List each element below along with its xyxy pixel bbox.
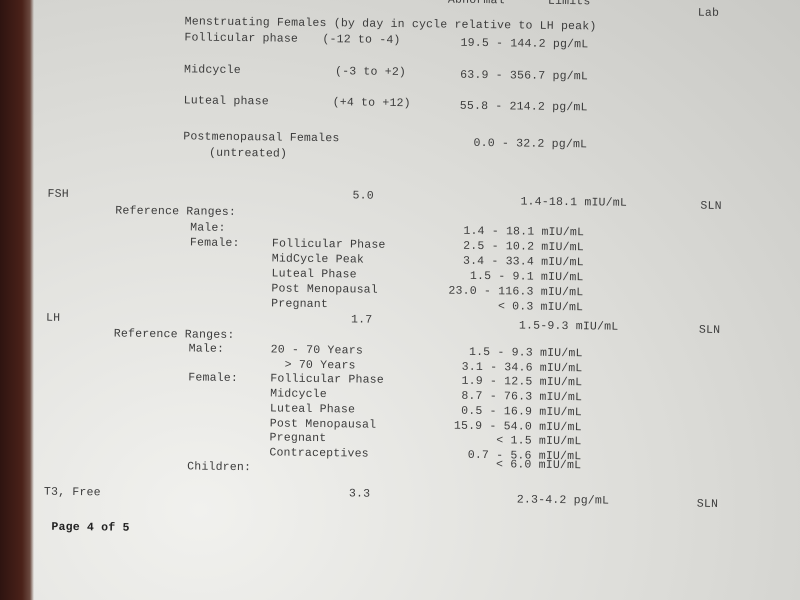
range-value: 19.5 - 144.2 pg/mL <box>460 36 589 52</box>
range-value: 63.9 - 356.7 pg/mL <box>460 68 589 84</box>
reference-label: 20 - 70 Years <box>270 343 364 358</box>
test-limits: 2.3-4.2 pg/mL <box>516 493 610 508</box>
reference-label: MidCycle Peak <box>271 252 365 267</box>
range-label: Follicular phase <box>184 31 299 46</box>
section-heading: Menstruating Females (by day in cycle re… <box>184 15 597 34</box>
reference-range: 1.5 - 9.3 mIU/mL <box>468 345 583 361</box>
test-result: 1.7 <box>350 313 373 327</box>
test-limits: 1.4-18.1 mIU/mL <box>520 195 628 210</box>
lab-code: SLN <box>698 323 721 337</box>
test-result: 5.0 <box>352 189 374 203</box>
column-header: Limits <box>547 0 591 9</box>
reference-range: 2.5 - 10.2 mIU/mL <box>463 239 584 255</box>
reference-range: 1.4 - 18.1 mIU/mL <box>463 224 585 240</box>
test-limits: 1.5-9.3 mIU/mL <box>518 319 619 334</box>
reference-range: 3.4 - 33.4 mIU/mL <box>462 254 584 270</box>
reference-range: 1.5 - 9.1 mIU/mL <box>469 269 584 285</box>
page-number: Page 4 of 5 <box>51 520 130 535</box>
reference-range: 23.0 - 116.3 mIU/mL <box>448 284 584 300</box>
reference-label: Contraceptives <box>269 446 369 461</box>
reference-range: < 6.0 mIU/mL <box>495 457 582 472</box>
reference-group: Male: <box>188 342 225 356</box>
reference-label: Luteal Phase <box>269 402 356 417</box>
reference-range: 0.5 - 16.9 mIU/mL <box>461 404 582 420</box>
column-header: Abnormal <box>447 0 505 8</box>
reference-range: 1.9 - 12.5 mIU/mL <box>461 375 583 390</box>
reference-heading: Reference Ranges: <box>115 204 237 219</box>
reference-group: Female: <box>189 236 240 251</box>
test-name: LH <box>45 311 61 325</box>
range-value: 0.0 - 32.2 pg/mL <box>473 136 588 152</box>
reference-label: Post Menopausal <box>269 416 377 432</box>
lab-code: SLN <box>696 497 719 511</box>
range-label: Luteal phase <box>183 94 269 109</box>
reference-group: Female: <box>188 371 239 386</box>
reference-label: Luteal Phase <box>271 267 357 282</box>
range-value: 55.8 - 214.2 pg/mL <box>459 99 588 115</box>
test-result: 3.3 <box>348 487 371 501</box>
reference-range: 15.9 - 54.0 mIU/mL <box>453 419 582 434</box>
column-header: Lab <box>697 6 720 20</box>
reference-label: > 70 Years <box>270 358 356 373</box>
lab-code: SLN <box>700 199 722 213</box>
reference-group: Male: <box>190 221 226 235</box>
reference-range: 8.7 - 76.3 mIU/mL <box>461 389 583 405</box>
range-note: (untreated) <box>208 146 288 161</box>
reference-label: Post Menopausal <box>271 282 378 297</box>
test-name: T3, Free <box>43 485 101 500</box>
test-name: FSH <box>47 187 69 201</box>
reference-heading: Reference Ranges: <box>113 327 235 342</box>
reference-range: < 0.3 mIU/mL <box>497 300 584 315</box>
reference-range: < 1.5 mIU/mL <box>496 434 582 449</box>
reference-label: Follicular Phase <box>270 372 384 388</box>
range-label: Postmenopausal Females <box>183 130 340 146</box>
reference-label: Follicular Phase <box>271 237 386 252</box>
reference-range: 3.1 - 34.6 mIU/mL <box>461 360 583 375</box>
reference-label: Midcycle <box>270 387 327 402</box>
reference-label: Pregnant <box>271 297 329 312</box>
range-label: Midcycle <box>183 63 241 78</box>
reference-group: Children: <box>187 460 252 474</box>
reference-label: Pregnant <box>269 431 327 446</box>
